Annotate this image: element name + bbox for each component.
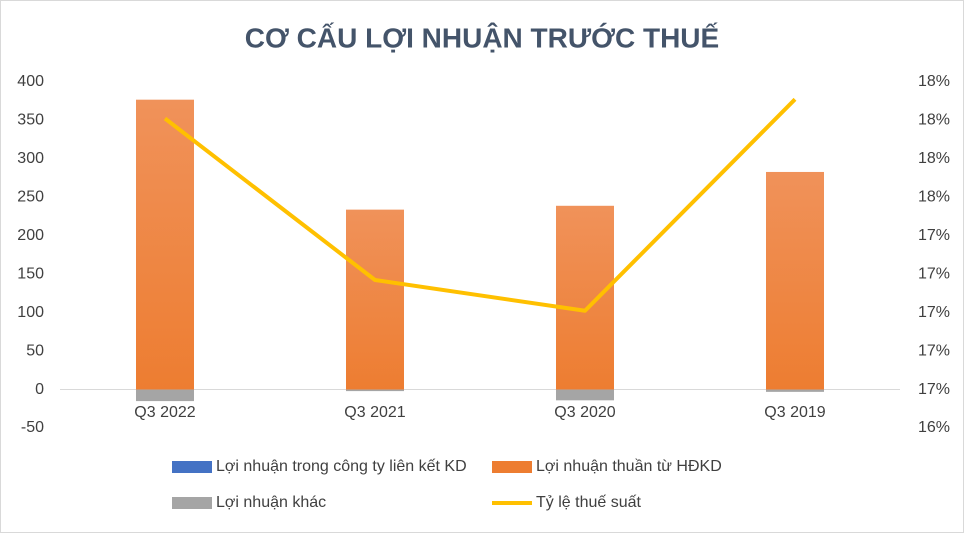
- bar: [766, 171, 824, 390]
- legend-swatch: [492, 461, 532, 473]
- line: [163, 97, 797, 313]
- chart-title: CƠ CẤU LỢI NHUẬN TRƯỚC THUẾ: [245, 22, 719, 53]
- legend-label: Tỷ lệ thuế suất: [536, 494, 642, 511]
- y-tick-label: 50: [26, 342, 44, 359]
- bar: [556, 389, 614, 401]
- y-tick-label: 400: [17, 73, 44, 90]
- y2-tick-label: 18%: [918, 73, 950, 90]
- legend-swatch: [172, 497, 212, 509]
- y2-tick-label: 17%: [918, 227, 950, 244]
- y2-tick-label: 18%: [918, 150, 950, 167]
- bar: [136, 389, 194, 402]
- bar: [556, 205, 614, 390]
- x-tick-label: Q3 2022: [134, 404, 195, 421]
- y2-tick-label: 17%: [918, 381, 950, 398]
- x-tick-label: Q3 2020: [554, 404, 615, 421]
- bar: [766, 389, 824, 392]
- legend-label: Lợi nhuận khác: [216, 494, 326, 511]
- y-tick-label: 0: [35, 381, 44, 398]
- y-tick-label: 250: [17, 189, 44, 206]
- y2-tick-label: 18%: [918, 189, 950, 206]
- legend-label: Lợi nhuận trong công ty liên kết KD: [216, 458, 467, 475]
- bar: [136, 99, 194, 390]
- y2-tick-label: 16%: [918, 419, 950, 436]
- y2-tick-label: 17%: [918, 342, 950, 359]
- y2-tick-label: 18%: [918, 112, 950, 129]
- legend-swatch: [172, 461, 212, 473]
- y2-tick-label: 17%: [918, 304, 950, 321]
- legend-label: Lợi nhuận thuần từ HĐKD: [536, 458, 722, 475]
- y-tick-label: 300: [17, 150, 44, 167]
- y-tick-label: 350: [17, 112, 44, 129]
- y-tick-label: -50: [21, 419, 44, 436]
- bar: [346, 209, 404, 390]
- x-tick-label: Q3 2021: [344, 404, 405, 421]
- bar: [346, 389, 404, 392]
- y-tick-label: 100: [17, 304, 44, 321]
- y2-tick-label: 17%: [918, 265, 950, 282]
- x-tick-label: Q3 2019: [764, 404, 825, 421]
- y-tick-label: 200: [17, 227, 44, 244]
- y-tick-label: 150: [17, 265, 44, 282]
